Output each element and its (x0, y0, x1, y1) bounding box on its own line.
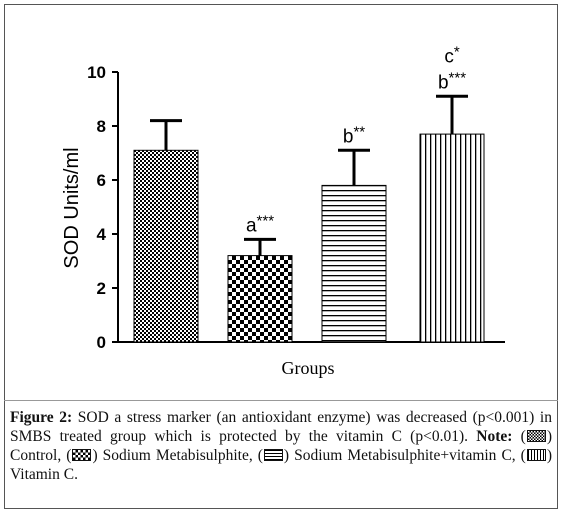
significance-label: c* (444, 43, 460, 67)
legend-swatch-smbs (72, 449, 92, 461)
y-axis-label: SOD Units/ml (61, 147, 83, 268)
caption-divider (4, 400, 558, 401)
bar-2 (227, 255, 293, 343)
y-tick-label: 6 (97, 171, 106, 190)
legend-label-smbs-vitc: Sodium Metabisulphite+vitamin C, (294, 447, 516, 464)
legend-label-smbs: Sodium Metabisulphite, (102, 447, 253, 464)
figure-caption: Figure 2: SOD a stress marker (an antiox… (10, 409, 553, 483)
bar-chart: SOD Units/ml 0 2 4 6 8 10 a*** b** c*b*** Group… (61, 43, 505, 378)
x-axis-label: Groups (282, 358, 335, 378)
legend-swatch-vitc (526, 449, 546, 461)
bar-3 (321, 184, 387, 343)
note-label: Note: (476, 428, 513, 445)
significance-label: b*** (438, 69, 466, 93)
figure-label: Figure 2: (10, 409, 73, 426)
y-tick-label: 10 (87, 63, 106, 82)
significance-label: b** (343, 123, 365, 147)
legend-label-vitc: Vitamin C. (10, 466, 78, 483)
legend-swatch-control (526, 430, 546, 442)
caption-text: SOD a stress marker (an antioxidant enzy… (10, 409, 552, 445)
y-ticks: 0 2 4 6 8 10 (87, 63, 118, 352)
annotations-group: a*** b** c*b*** (246, 43, 466, 236)
y-tick-label: 4 (97, 225, 107, 244)
bar-4 (419, 133, 485, 343)
bar-1 (133, 149, 199, 343)
y-tick-label: 0 (97, 333, 106, 352)
bars-group (133, 94, 485, 343)
y-tick-label: 2 (97, 279, 106, 298)
legend-swatch-smbs-vitc (263, 449, 283, 461)
y-tick-label: 8 (97, 117, 106, 136)
legend-label-control: Control, (10, 447, 62, 464)
significance-label: a*** (246, 212, 274, 236)
